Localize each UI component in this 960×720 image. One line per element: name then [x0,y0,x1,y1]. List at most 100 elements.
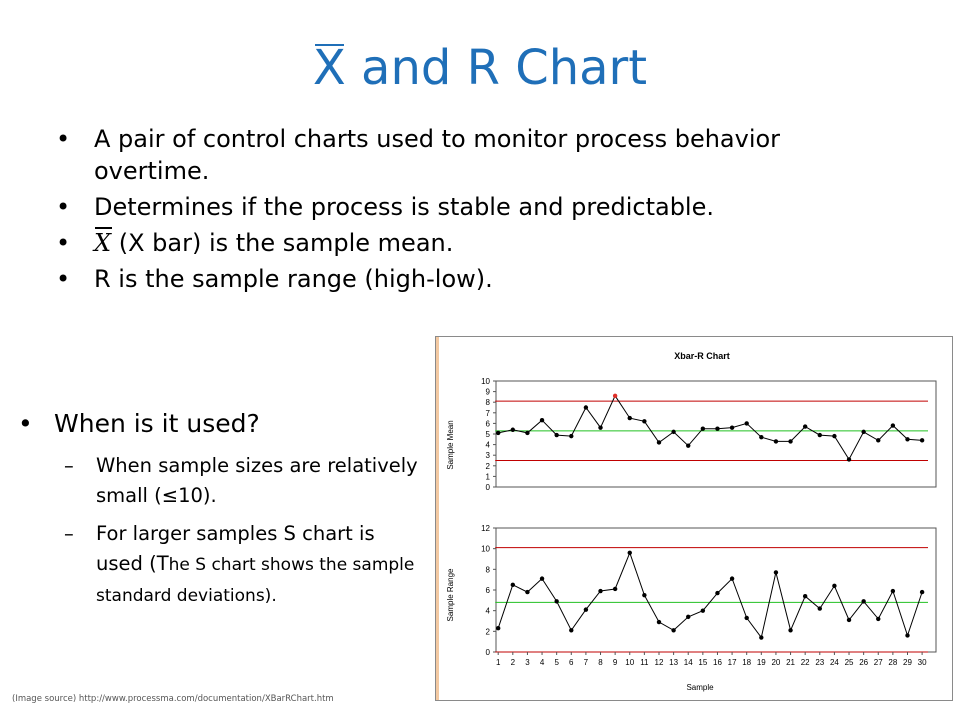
x-tick-label: 6 [569,658,574,667]
slide-title: X and R Chart [0,42,960,95]
main-bullet-list: • A pair of control charts used to monito… [56,123,856,299]
data-point [876,616,881,622]
data-point [759,635,764,640]
data-point [919,589,925,595]
data-point [510,427,516,432]
data-point [817,432,822,438]
bullet-text: A pair of control charts used to monitor… [94,125,781,185]
data-point [744,421,749,426]
bullet-item: • R is the sample range (high-low). [56,263,856,295]
y-tick-label: 0 [486,648,491,657]
data-point [832,433,837,439]
data-point [773,570,779,575]
x-tick-label: 23 [815,658,824,667]
sub-text: For larger samples S chart is used (T [96,522,375,575]
data-point [729,576,735,581]
data-point [598,588,603,594]
y-tick-label: 10 [481,545,490,554]
x-tick-label: 16 [713,658,722,667]
data-point [583,405,589,410]
data-point [525,430,530,436]
data-point [715,590,720,596]
data-point [759,434,764,440]
data-point [686,443,691,448]
x-tick-label: 18 [742,658,751,667]
data-point [876,438,881,443]
x-axis-label: Sample [686,683,714,692]
x-tick-label: 11 [640,658,649,667]
data-point [656,619,662,625]
title-text: and R Chart [361,40,648,96]
data-point [832,583,837,589]
y-tick-label: 6 [486,586,491,595]
data-point [554,432,559,438]
x-tick-label: 21 [786,658,795,667]
data-point [642,419,647,424]
bullet-item: • A pair of control charts used to monito… [56,123,856,187]
bullet-text: (X bar) is the sample mean. [118,229,454,257]
data-point [788,628,793,633]
data-point [802,594,808,599]
data-point [700,426,706,431]
bullet-item: • Determines if the process is stable and… [56,191,856,223]
bullet-dot: • [18,409,33,438]
data-point [539,576,545,581]
x-tick-label: 15 [698,658,707,667]
x-tick-label: 29 [903,658,912,667]
y-tick-label: 8 [486,398,491,407]
y-tick-label: 8 [486,565,491,574]
y-tick-label: 3 [486,451,491,460]
data-point [671,429,676,435]
y-tick-label: 4 [486,607,491,616]
data-point [905,437,910,442]
bullet-dot: • [56,125,71,153]
xbar-inline-letter: X [94,229,112,257]
y-axis-label-mean: Sample Mean [446,420,455,469]
data-point [569,628,574,633]
series-line [497,551,923,639]
x-tick-label: 30 [918,658,927,667]
y-tick-label: 9 [486,388,491,397]
x-tick-label: 12 [655,658,664,667]
data-point [642,592,647,598]
x-tick-label: 24 [830,658,839,667]
data-point [861,599,866,604]
data-point [686,614,691,620]
y-tick-label: 4 [486,441,491,450]
x-tick-label: 14 [684,658,693,667]
data-point [846,457,852,462]
x-tick-label: 25 [845,658,854,667]
data-point [788,439,793,444]
data-point [861,429,866,435]
xbar-inline-symbol: X [94,227,113,259]
bullet-text: R is the sample range (high-low). [94,265,493,293]
sub-text-small: he S chart shows the sample standard dev… [96,555,415,606]
plot-frame [495,380,937,488]
y-tick-label: 5 [486,430,491,439]
when-item: • When is it used? – When sample sizes ar… [18,407,418,611]
x-tick-label: 8 [598,658,603,667]
chart-title: Xbar-R Chart [674,351,730,361]
data-point [495,430,501,436]
title-symbol: X [312,40,346,96]
data-point [744,615,749,621]
data-point [671,628,676,633]
y-tick-label: 12 [481,524,490,533]
y-tick-label: 6 [486,419,491,428]
x-tick-label: 22 [801,658,810,667]
data-point [905,633,910,638]
data-point [656,440,662,445]
x-tick-label: 1 [496,658,501,667]
xbar-r-chart-image: Xbar-R Chart Sample Mean Sample Range Sa… [435,336,953,701]
bullet-dot: • [56,193,71,221]
data-point [919,438,925,443]
bullet-item: • X (X bar) is the sample mean. [56,227,856,259]
plot-frame [495,527,937,653]
data-point [700,608,706,613]
data-point [729,425,735,430]
y-tick-label: 2 [486,627,491,636]
data-point [627,415,632,421]
bullet-text: Determines if the process is stable and … [94,193,714,221]
x-tick-label: 26 [859,658,868,667]
bullet-dot: • [56,229,71,257]
